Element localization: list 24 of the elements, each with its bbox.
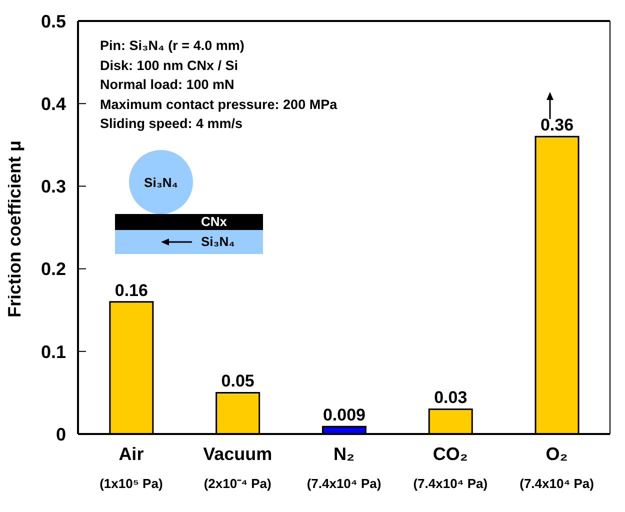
annotation: Pin: Si₃N₄ (r = 4.0 mm) — [100, 37, 246, 55]
annotation: Si₃N₄ — [115, 230, 263, 254]
annotation: Sliding speed: 4 mm/s — [100, 115, 244, 133]
annotation: Si₃N₄ — [129, 150, 193, 214]
y-tick-label: 0.5 — [40, 11, 66, 32]
y-tick-label: 0.3 — [40, 176, 66, 197]
data-label: 0.05 — [221, 372, 254, 391]
data-label: 0.009 — [322, 406, 366, 425]
annotation: Normal load: 100 mN — [100, 76, 236, 94]
annotation: Maximum contact pressure: 200 MPa — [100, 96, 338, 114]
data-label: 0.03 — [434, 388, 468, 408]
x-tick-label: N₂ (7.4x10⁴ Pa) — [306, 444, 382, 491]
annotation: Disk: 100 nm CNx / Si — [100, 56, 240, 74]
y-tick-label: 0.4 — [40, 94, 66, 114]
y-tick-label: 0.1 — [40, 342, 66, 362]
x-tick-label: CO₂ (7.4x10⁴ Pa) — [413, 444, 488, 491]
data-label: 0.36 — [540, 116, 574, 135]
annotation: CNx — [115, 214, 263, 230]
y-tick-label: 0.2 — [40, 259, 66, 280]
data-label: 0.16 — [114, 280, 148, 300]
y-tick-label: 0 — [56, 424, 66, 444]
x-tick-label: O₂ (7.4x10⁴ Pa) — [520, 444, 594, 491]
x-tick-label: Air (1x10⁵ Pa) — [100, 444, 163, 491]
x-tick-label: Vacuum (2x10⁻⁴ Pa) — [203, 444, 272, 491]
